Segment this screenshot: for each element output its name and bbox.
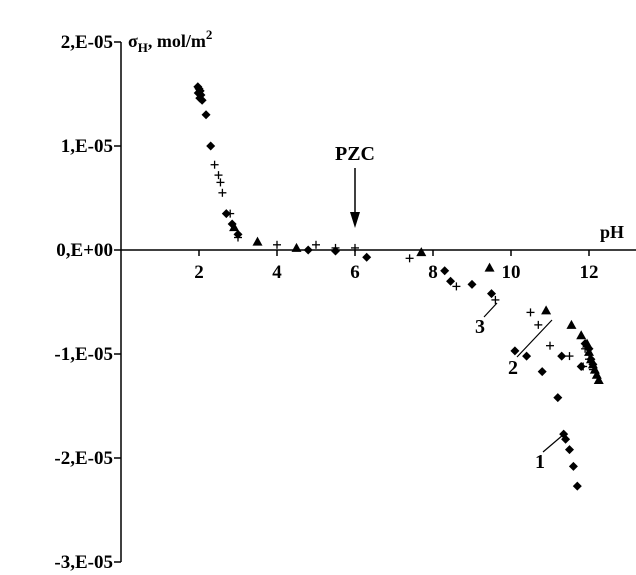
x-tick-label: 8: [428, 262, 438, 283]
data-point-diamond: [522, 351, 532, 361]
y-axis-label: σH, mol/m2: [128, 27, 212, 55]
y-axis-label-superscript: 2: [206, 27, 213, 42]
data-point-triangle: [566, 319, 577, 329]
data-point-plus: [216, 178, 225, 187]
data-point-diamond: [487, 289, 496, 299]
x-tick-label: 4: [272, 262, 282, 283]
data-point-triangle: [291, 242, 302, 252]
data-point-plus: [579, 362, 588, 371]
data-point-triangle: [416, 247, 427, 257]
data-point-triangle: [541, 305, 552, 315]
data-point-triangle: [584, 346, 594, 356]
data-point-plus: [351, 243, 359, 252]
data-point-triangle: [252, 236, 263, 246]
data-point-plus: [546, 341, 554, 350]
x-tick-label: 2: [194, 262, 204, 283]
data-point-plus: [452, 282, 461, 291]
y-axis-label-unit: , mol/m: [148, 31, 206, 51]
data-point-plus: [565, 352, 574, 361]
annotations: PZC 1 2 3: [335, 143, 564, 473]
data-point-plus: [273, 240, 281, 249]
series-triangle: [229, 222, 604, 384]
data-point-triangle: [229, 222, 240, 232]
data-point-plus: [226, 209, 235, 218]
data-point-diamond: [446, 276, 456, 286]
x-tick-label: 10: [502, 262, 521, 283]
data-point-diamond: [467, 279, 477, 289]
y-axis-label-symbol: σ: [128, 31, 138, 51]
series-plus: [210, 160, 597, 374]
data-point-diamond: [561, 434, 571, 444]
data-point-plus: [526, 308, 535, 317]
data-point-diamond: [557, 351, 567, 361]
data-point-plus: [218, 188, 227, 197]
pzc-label: PZC: [335, 143, 375, 165]
y-tick-label: 1,E-05: [61, 136, 113, 157]
y-tick-label: 2,E-05: [61, 32, 113, 53]
data-point-plus: [534, 320, 543, 329]
data-point-triangle: [576, 330, 587, 340]
curve-label-2: 2: [508, 357, 518, 379]
y-tick-label: 0,E+00: [56, 240, 113, 261]
data-point-plus: [331, 243, 340, 252]
curve-label-1: 1: [535, 451, 545, 473]
curve-leader-3: [483, 302, 498, 318]
data-point-plus: [405, 254, 414, 263]
ticks: 2,E-05 1,E-05 0,E+00 -1,E-05 -2,E-05 -3,E-05 2…: [54, 32, 598, 573]
curve-label-3: 3: [475, 316, 485, 338]
data-point-diamond: [565, 445, 574, 455]
data-point-diamond: [568, 461, 578, 471]
data-point-diamond: [362, 252, 372, 262]
x-tick-label: 12: [580, 262, 599, 283]
y-tick-label: -1,E-05: [54, 344, 113, 365]
curve-leader-2: [516, 319, 553, 358]
pzc-arrow-head: [350, 212, 360, 228]
data-point-diamond: [303, 245, 313, 255]
data-point-diamond: [553, 393, 563, 403]
data-point-diamond: [572, 481, 582, 491]
data-points: [193, 82, 604, 491]
data-point-plus: [234, 233, 242, 242]
data-point-diamond: [206, 141, 216, 151]
curve-leader-1: [542, 434, 564, 453]
data-point-plus: [312, 240, 320, 249]
x-tick-label: 6: [350, 262, 360, 283]
data-point-diamond: [201, 110, 211, 120]
data-point-triangle: [484, 262, 495, 272]
y-tick-label: -2,E-05: [54, 448, 113, 469]
data-point-diamond: [440, 266, 450, 276]
x-axis-label: pH: [600, 222, 624, 242]
data-point-diamond: [510, 346, 520, 356]
data-point-triangle: [582, 338, 593, 348]
series-diamond: [193, 82, 598, 491]
y-axis-label-subscript: H: [138, 40, 148, 55]
data-point-diamond: [537, 367, 547, 377]
data-point-triangle: [593, 375, 604, 384]
data-point-plus: [491, 295, 500, 304]
data-point-diamond: [197, 95, 207, 105]
data-point-plus: [210, 160, 219, 169]
y-tick-label: -3,E-05: [54, 552, 113, 573]
data-point-plus: [214, 171, 223, 180]
